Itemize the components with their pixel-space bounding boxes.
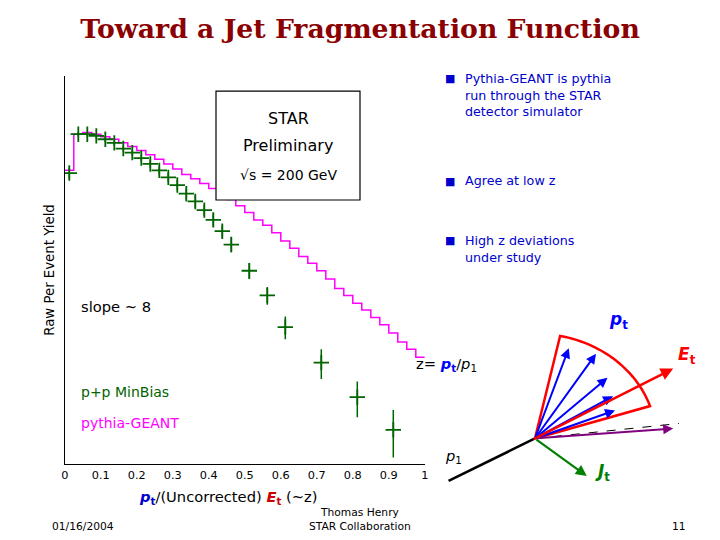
svg-text:p+p MinBias: p+p MinBias [81,384,169,400]
svg-text:0.9: 0.9 [380,469,398,482]
svg-text:0.7: 0.7 [308,469,326,482]
svg-text:■: ■ [445,234,455,247]
svg-text:0.3: 0.3 [164,469,182,482]
svg-text:0.8: 0.8 [344,469,362,482]
svg-text:J​t​: J​t​ [595,461,610,484]
svg-text:Preliminary: Preliminary [243,136,333,155]
svg-text:pythia-GEANT: pythia-GEANT [81,415,179,431]
svg-text:Pythia-GEANT is pythiarun thro: Pythia-GEANT is pythiarun through the ST… [465,71,611,119]
svg-text:slope ~ 8: slope ~ 8 [81,298,151,315]
svg-text:√s = 200 GeV: √s = 200 GeV [240,167,337,183]
svg-text:Raw Per Event Yield: Raw Per Event Yield [42,204,57,336]
svg-text:■: ■ [445,175,455,188]
svg-text:STAR: STAR [268,109,309,128]
svg-text:Thomas HenrySTAR Collaboration: Thomas HenrySTAR Collaboration [309,506,411,533]
svg-text:E​t​: E​t​ [678,344,696,367]
svg-text:0.2: 0.2 [128,469,146,482]
svg-text:01/16/2004: 01/16/2004 [52,520,114,533]
svg-text:z= p​t​/p​1​: z= p​t​/p​1​ [416,355,477,374]
svg-text:0.1: 0.1 [92,469,110,482]
svg-text:p​t​/(Uncorrected) E​t​ (~z): p​t​/(Uncorrected) E​t​ (~z) [139,488,318,507]
svg-text:1: 1 [421,469,428,482]
svg-text:■: ■ [445,72,455,85]
svg-text:0: 0 [61,469,68,482]
svg-text:0.4: 0.4 [200,469,218,482]
svg-text:11: 11 [672,520,686,533]
svg-text:p​1​: p​1​ [445,447,462,466]
svg-text:p​t​: p​t​ [609,309,628,332]
svg-text:0.6: 0.6 [272,469,290,482]
svg-text:High z deviationsunder study: High z deviationsunder study [465,233,574,265]
svg-text:0.5: 0.5 [236,469,254,482]
svg-text:Agree at low z: Agree at low z [465,173,556,188]
svg-text:Toward a Jet Fragmentation Fun: Toward a Jet Fragmentation Function [80,13,640,44]
